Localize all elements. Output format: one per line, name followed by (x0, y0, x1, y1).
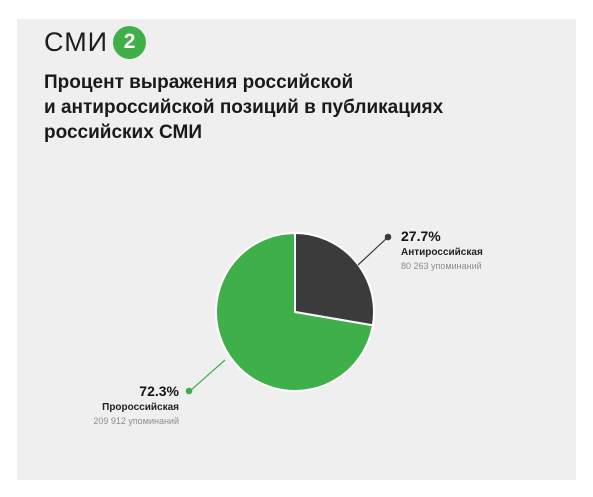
chart-title-line-1: Процент выражения российской (44, 72, 354, 93)
label-anti-percent: 27.7% (401, 228, 441, 244)
label-pro-mentions: 209 912 упоминаний (93, 416, 179, 426)
smi2-logo: СМИ 2 (44, 25, 147, 59)
leader-line-anti (357, 236, 389, 266)
label-pro-percent: 72.3% (139, 383, 179, 399)
leader-dot-pro (185, 387, 193, 395)
logo-text: СМИ (44, 27, 109, 57)
chart-title-line-2: и антироссийской позиций в публикациях (44, 97, 444, 118)
pie-slice-anti (294, 232, 375, 327)
chart-title: Процент выражения российской и антиросси… (44, 70, 464, 145)
label-pro-name: Пророссийская (102, 402, 179, 413)
logo-badge: 2 (113, 25, 147, 59)
leader-dot-anti (384, 233, 392, 241)
label-anti-mentions: 80 263 упоминаний (401, 261, 482, 271)
pie-slices (215, 232, 375, 392)
leader-line-pro (189, 359, 226, 392)
pie-slice-pro (215, 232, 374, 392)
label-anti-name: Антироссийская (401, 247, 483, 258)
chart-title-line-3: российских СМИ (44, 122, 203, 143)
